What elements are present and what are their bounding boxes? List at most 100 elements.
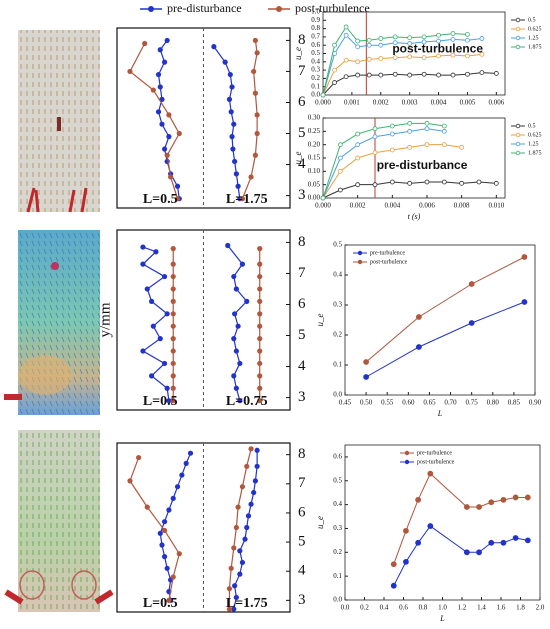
profile-point (176, 551, 182, 557)
y-tick-label: 4 (298, 563, 306, 579)
data-point (332, 67, 337, 73)
profile-point (244, 524, 250, 531)
legend-marker (515, 150, 521, 156)
x-tick-label: 0.000 (315, 99, 331, 107)
profile-point (149, 298, 155, 304)
profile-point (226, 96, 233, 102)
data-point (366, 56, 372, 62)
data-point (392, 34, 398, 40)
legend-label: 1.875 (528, 150, 542, 156)
profile-point (179, 472, 185, 478)
legend-marker (276, 6, 282, 12)
x-tick-label: 0.2 (360, 604, 369, 612)
data-point (465, 32, 470, 37)
profile-point (157, 47, 163, 53)
data-point (465, 37, 470, 43)
data-point (415, 496, 422, 503)
series-line (322, 122, 445, 199)
legend-marker (515, 132, 521, 138)
legend-label: 0.5 (528, 17, 536, 23)
profile-point (157, 336, 163, 342)
x-tick-label: 0.004 (431, 99, 447, 107)
x-axis-label: t (s) (408, 212, 421, 221)
legend-label: 0.625 (528, 132, 542, 138)
data-point (450, 31, 456, 36)
profile-point (170, 286, 176, 292)
x-tick-label: 0.6 (399, 604, 408, 612)
data-point (343, 57, 349, 63)
profile-point (140, 261, 146, 267)
profile-point (229, 134, 235, 140)
data-point (332, 80, 337, 85)
data-point (424, 179, 430, 185)
profile-point (235, 323, 241, 329)
profile-point (127, 68, 133, 75)
profile-point (237, 360, 243, 367)
profile-point (161, 273, 168, 280)
data-point (355, 38, 361, 44)
x-tick-label: 0.85 (508, 399, 521, 407)
legend-marker (515, 26, 521, 32)
profile-line (129, 43, 180, 199)
profile-point (166, 398, 172, 404)
legend-label: 1.25 (528, 141, 539, 147)
y-axis-label: u_e (293, 47, 303, 60)
data-point (421, 71, 427, 77)
data-point (476, 179, 482, 185)
profile-point (170, 398, 176, 404)
y-tick-label: 0.0 (333, 596, 342, 604)
legend-marker (515, 17, 521, 23)
profile-point (252, 152, 258, 158)
data-point (355, 59, 361, 65)
profile-point (235, 504, 241, 510)
y-tick-label: 0.5 (333, 241, 342, 249)
profile-point (244, 463, 250, 469)
data-point (407, 120, 413, 126)
x-tick-label: 0.006 (488, 99, 504, 107)
profile-point (245, 513, 252, 519)
profile-point (140, 244, 146, 250)
profile-point (157, 84, 163, 90)
y-tick-label: 0.0 (333, 391, 342, 399)
data-point (363, 374, 370, 380)
data-point (521, 254, 528, 260)
profile-point (239, 559, 246, 566)
series-line (393, 525, 528, 586)
y-tick-label: 0.4 (333, 271, 342, 279)
legend-label: pre-turbulence (417, 450, 452, 456)
x-tick-label: 0.0 (341, 604, 350, 612)
x-tick-label: 0.004 (384, 202, 400, 210)
data-point (355, 142, 361, 148)
y-tick-label: 5 (298, 534, 306, 550)
data-point (403, 558, 409, 565)
data-point (479, 36, 485, 41)
data-point (332, 42, 337, 48)
x-tick-label: 1.4 (477, 604, 486, 612)
y-tick-label: 7 (298, 63, 306, 79)
profile-point (170, 373, 176, 379)
profile-point (170, 261, 176, 267)
profile-point (170, 273, 176, 280)
data-point (500, 496, 507, 503)
data-point (459, 180, 465, 186)
profile-point (231, 606, 237, 612)
profile-point (231, 121, 237, 127)
profile-point (164, 311, 170, 317)
data-point (392, 71, 398, 77)
x-tick-label: 0.002 (373, 99, 389, 107)
profile-point (233, 524, 239, 531)
data-point (407, 35, 413, 41)
profile-point (244, 298, 250, 304)
profile-point (251, 68, 257, 75)
legend-marker (357, 259, 363, 265)
profile-point (170, 495, 176, 501)
profile-point (231, 273, 237, 280)
profile-point (257, 246, 263, 252)
y-tick-label: 1.0 (311, 8, 320, 16)
data-point (421, 55, 427, 61)
y-axis-label: u_e (293, 152, 303, 165)
profile-point (136, 454, 142, 461)
profile-point (257, 385, 263, 391)
profile-point (170, 336, 176, 342)
